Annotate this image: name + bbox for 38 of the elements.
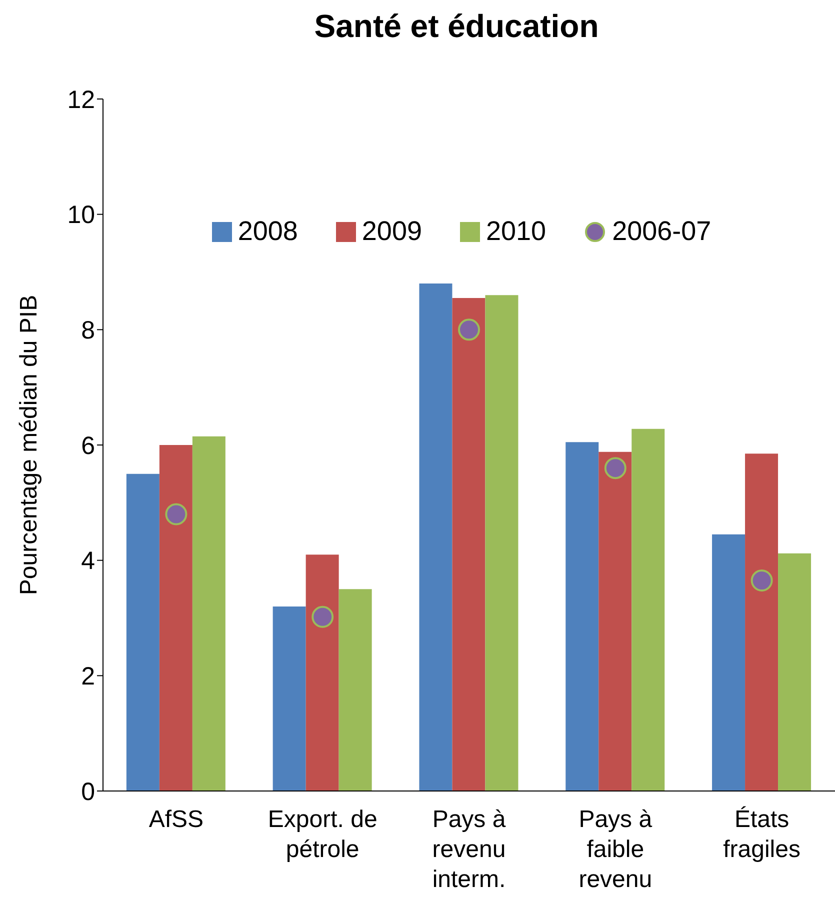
y-axis-title: Pourcentage médian du PIB	[16, 294, 43, 596]
bar	[452, 298, 486, 791]
point	[312, 606, 334, 628]
y-tick-label: 6	[81, 432, 95, 460]
point	[604, 457, 626, 480]
point	[750, 570, 773, 592]
bar	[745, 454, 778, 791]
bar	[338, 589, 372, 791]
bar	[306, 554, 339, 791]
bar	[632, 428, 665, 791]
bar	[192, 436, 226, 791]
x-tick-label: AfSS	[148, 806, 204, 833]
bar	[272, 606, 306, 791]
bar	[485, 295, 518, 791]
legend-label: 2008	[236, 216, 298, 247]
point	[165, 503, 188, 526]
bar	[566, 442, 599, 791]
x-tick-label: Pays à faible revenu	[578, 806, 653, 893]
bar	[126, 474, 160, 791]
bar	[778, 553, 812, 791]
point	[458, 318, 480, 341]
bar	[598, 452, 632, 791]
y-tick-label: 2	[81, 662, 95, 691]
x-tick-label: Pays à revenu interm.	[432, 806, 506, 893]
bar	[419, 284, 452, 791]
x-tick-label: Export. de pétrole	[268, 806, 378, 863]
legend-label: 2009	[360, 216, 422, 247]
legend-label: 2010	[484, 216, 546, 247]
y-tick-label: 8	[81, 316, 95, 345]
legend-label: 2006-07	[611, 216, 712, 247]
y-tick-label: 12	[67, 86, 95, 114]
bar	[159, 445, 192, 791]
bar	[712, 534, 746, 791]
y-tick-label: 10	[67, 201, 95, 230]
y-tick-label: 4	[81, 547, 96, 576]
x-tick-label: États fragiles	[723, 806, 800, 863]
y-tick-label: 0	[81, 778, 95, 806]
chart-title: Santé et éducation	[313, 8, 600, 46]
